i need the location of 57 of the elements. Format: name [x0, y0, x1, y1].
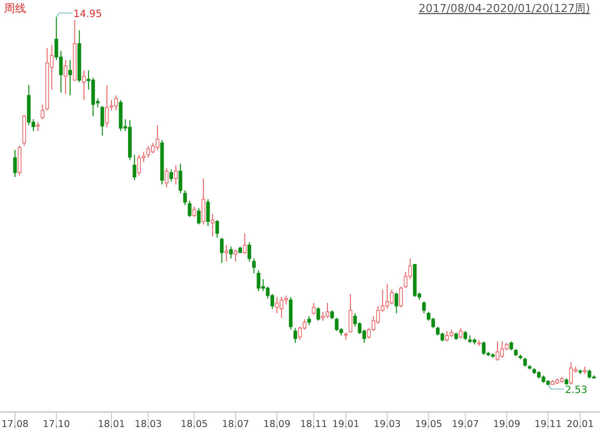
- candlestick: [196, 208, 201, 225]
- candlestick: [13, 150, 17, 178]
- candlestick: [169, 169, 174, 182]
- candlestick: [202, 178, 206, 225]
- candlestick: [146, 145, 150, 158]
- candlestick: [82, 70, 86, 100]
- x-tick-label: 19.05: [414, 419, 442, 429]
- annotation: 14.95: [73, 9, 102, 20]
- candlestick: [174, 164, 178, 185]
- candlestick: [390, 289, 394, 305]
- candlestick: [312, 302, 316, 316]
- x-tick-label: 17.10: [42, 419, 70, 429]
- candlestick: [132, 154, 136, 181]
- candlestick: [40, 104, 44, 120]
- candlestick: [164, 168, 168, 188]
- candlestick: [183, 190, 187, 206]
- x-tick-label: 17.08: [1, 419, 29, 429]
- candlestick: [100, 105, 104, 136]
- candlestick: [422, 300, 426, 314]
- x-tick-label: 18.11: [300, 419, 328, 429]
- candlestick: [188, 200, 192, 218]
- candlestick: [394, 292, 398, 314]
- x-tick-label: 19.11: [534, 419, 562, 429]
- candlestick: [229, 246, 233, 259]
- chart-subtitle: 2017/08/04-2020/01/20(127周): [418, 2, 590, 15]
- candlestick: [248, 242, 252, 262]
- annotation: 2.53: [565, 385, 588, 396]
- candlestick: [385, 283, 390, 310]
- candlestick: [293, 328, 298, 344]
- x-tick-label: 19.07: [452, 419, 479, 429]
- candlestick: [224, 244, 228, 262]
- candlestick: [316, 306, 320, 322]
- x-tick-label: 18.05: [180, 419, 208, 429]
- candlestick: [210, 214, 214, 237]
- candlestick: [234, 249, 238, 262]
- candlestick: [399, 286, 403, 308]
- candlestick: [348, 294, 352, 334]
- candlestick: [482, 340, 486, 356]
- x-tick-label: 19.03: [374, 419, 401, 429]
- candlestick: [458, 328, 463, 339]
- chart-title: 周线: [4, 2, 26, 15]
- x-tick-label: 19.01: [332, 419, 360, 429]
- candlestick: [178, 163, 182, 194]
- candlestick: [206, 198, 210, 226]
- candlestick: [64, 59, 68, 95]
- candlestick: [242, 232, 247, 255]
- candlestick: [220, 237, 224, 264]
- x-tick-label: 18.07: [222, 419, 250, 429]
- candlestick: [68, 59, 72, 96]
- candlestick: [252, 258, 256, 274]
- candlestick: [192, 206, 196, 218]
- x-tick-label: 18.09: [263, 419, 291, 429]
- x-tick-label: 18.01: [98, 419, 126, 429]
- candlestick: [215, 219, 220, 238]
- x-tick-label: 19.09: [493, 419, 520, 429]
- x-tick-label: 20.01: [566, 419, 594, 429]
- x-tick-label: 18.03: [134, 419, 162, 429]
